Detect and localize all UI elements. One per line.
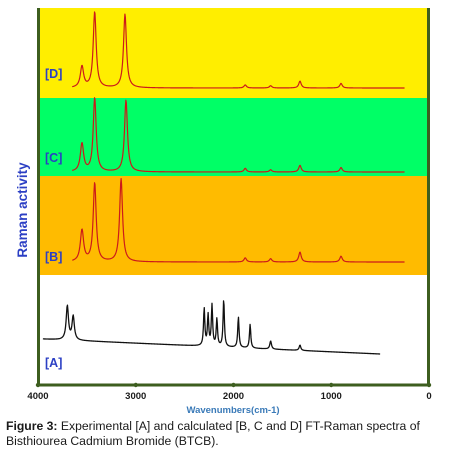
x-tick-mark xyxy=(329,382,334,388)
spectrum-panel: [D] xyxy=(38,8,429,98)
panel-label: [C] xyxy=(45,151,62,165)
panel-background xyxy=(38,275,429,385)
x-tick-label: 4000 xyxy=(27,391,48,402)
x-axis-label: Wavenumbers(cm-1) xyxy=(186,405,279,416)
x-tick-label: 0 xyxy=(426,391,431,402)
panel-label: [B] xyxy=(45,250,62,264)
spectra-panels: [D] [C] [B] [A] xyxy=(38,8,429,385)
x-tick-mark xyxy=(231,382,236,388)
x-tick-mark xyxy=(133,382,138,388)
spectrum-line xyxy=(42,300,381,355)
spectrum-line xyxy=(72,97,405,173)
x-tick-mark xyxy=(426,382,432,388)
panel-background xyxy=(38,8,429,98)
x-tick-mark xyxy=(35,382,41,388)
x-tick-label: 1000 xyxy=(321,391,342,402)
spectrum-line xyxy=(72,11,405,89)
caption-lead: Figure 3: xyxy=(6,419,58,433)
spectrum-panel: [B] xyxy=(38,176,429,275)
x-axis-ticks: 4000 3000 2000 1000 0 xyxy=(27,382,432,402)
panel-background xyxy=(38,176,429,275)
spectrum-line xyxy=(72,177,405,263)
spectrum-panel: [C] xyxy=(38,97,429,176)
panel-label: [A] xyxy=(45,356,62,370)
y-axis-label: Raman activity xyxy=(15,162,30,258)
x-tick-label: 3000 xyxy=(125,391,146,402)
figure-caption: Figure 3: Experimental [A] and calculate… xyxy=(6,419,450,449)
caption-text: Experimental [A] and calculated [B, C an… xyxy=(6,419,420,448)
panel-label: [D] xyxy=(45,67,62,81)
spectrum-panel: [A] xyxy=(38,275,429,385)
x-tick-label: 2000 xyxy=(223,391,244,402)
panel-background xyxy=(38,98,429,176)
